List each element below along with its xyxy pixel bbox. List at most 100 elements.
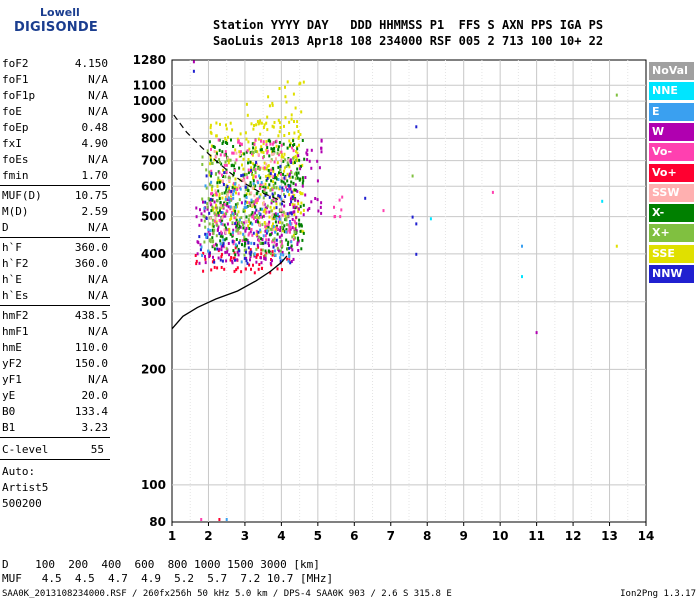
echo-pixel bbox=[289, 187, 292, 191]
echo-pixel bbox=[283, 224, 286, 228]
echo-pixel bbox=[225, 139, 228, 143]
echo-pixel bbox=[292, 181, 295, 185]
echo-pixel bbox=[266, 128, 269, 132]
echo-pixel bbox=[279, 259, 282, 263]
echo-pixel bbox=[210, 171, 213, 175]
echo-pixel bbox=[206, 205, 209, 209]
echo-pixel bbox=[261, 182, 264, 186]
echo-pixel bbox=[260, 150, 263, 154]
echo-pixel bbox=[292, 161, 295, 165]
echo-pixel bbox=[287, 214, 290, 218]
echo-pixel bbox=[264, 234, 267, 238]
echo-pixel bbox=[286, 257, 289, 261]
param-name: fxI bbox=[2, 137, 22, 150]
muf-curve bbox=[173, 114, 286, 203]
echo-pixel bbox=[253, 254, 256, 258]
muf-row: MUF 4.5 4.5 4.7 4.9 5.2 5.7 7.2 10.7 [MH… bbox=[2, 572, 334, 585]
echo-pixel bbox=[230, 214, 233, 217]
echo-pixel bbox=[239, 153, 242, 156]
echo-pixel bbox=[264, 225, 267, 229]
echo-pixel bbox=[277, 194, 280, 198]
echo-pixel bbox=[242, 226, 245, 230]
echo-pixel bbox=[248, 147, 251, 151]
echo-pixel bbox=[268, 220, 271, 224]
echo-pixel bbox=[267, 164, 270, 168]
y-tick-label: 700 bbox=[141, 154, 166, 168]
echo-pixel bbox=[287, 223, 290, 227]
echo-pixel bbox=[302, 203, 305, 207]
echo-pixel bbox=[196, 252, 199, 256]
echo-pixel bbox=[234, 258, 236, 262]
echo-pixel bbox=[271, 217, 274, 221]
echo-pixel bbox=[280, 152, 283, 156]
param-row: foF1 N/A bbox=[2, 72, 108, 87]
echo-point bbox=[415, 222, 418, 226]
echo-pixel bbox=[205, 217, 208, 220]
echo-pixel bbox=[261, 266, 263, 270]
echo-pixel bbox=[333, 215, 336, 219]
echo-pixel bbox=[211, 188, 213, 192]
param-name: foE bbox=[2, 105, 22, 118]
echo-pixel bbox=[214, 217, 217, 220]
echo-pixel bbox=[271, 142, 274, 146]
echo-pixel bbox=[267, 241, 270, 245]
echo-pixel bbox=[236, 250, 239, 254]
echo-pixel bbox=[236, 137, 239, 141]
echo-pixel bbox=[267, 186, 270, 190]
echo-point bbox=[601, 199, 604, 203]
echo-pixel bbox=[286, 230, 289, 234]
echo-pixel bbox=[200, 245, 203, 249]
echo-point bbox=[415, 252, 418, 256]
echo-pixel bbox=[227, 242, 230, 245]
echo-pixel bbox=[262, 196, 265, 200]
echo-pixel bbox=[232, 174, 235, 178]
echo-pixel bbox=[278, 217, 281, 221]
echo-pixel bbox=[218, 195, 221, 199]
x-tick-label: 3 bbox=[241, 529, 249, 543]
echo-pixel bbox=[224, 230, 227, 234]
echo-pixel bbox=[219, 122, 221, 126]
echo-pixel bbox=[283, 152, 286, 156]
echo-pixel bbox=[260, 215, 263, 219]
param-name: hmF2 bbox=[2, 309, 29, 322]
echo-pixel bbox=[275, 199, 278, 203]
echo-pixel bbox=[249, 181, 252, 185]
echo-pixel bbox=[284, 212, 287, 215]
echo-pixel bbox=[252, 127, 255, 131]
echo-pixel bbox=[220, 245, 223, 249]
param-name: hmE bbox=[2, 341, 22, 354]
echo-pixel bbox=[250, 250, 253, 254]
separator-line bbox=[0, 305, 110, 306]
echo-pixel bbox=[224, 141, 227, 144]
echo-pixel bbox=[320, 139, 323, 143]
echo-pixel bbox=[218, 171, 221, 175]
echo-pixel bbox=[271, 147, 274, 151]
echo-pixel bbox=[224, 150, 227, 154]
echo-pixel bbox=[277, 212, 279, 216]
echo-pixel bbox=[256, 191, 259, 195]
echo-pixel bbox=[288, 184, 291, 188]
echo-pixel bbox=[266, 204, 269, 208]
echo-pixel bbox=[259, 207, 262, 211]
echo-pixel bbox=[210, 174, 212, 178]
echo-traces bbox=[194, 80, 344, 275]
echo-pixel bbox=[221, 218, 224, 222]
echo-pixel bbox=[218, 158, 221, 162]
echo-pixel bbox=[227, 193, 229, 197]
echo-pixel bbox=[226, 250, 229, 254]
echo-pixel bbox=[298, 164, 301, 168]
echo-pixel bbox=[257, 216, 260, 220]
echo-pixel bbox=[255, 208, 258, 212]
echo-pixel bbox=[202, 269, 205, 273]
echo-pixel bbox=[223, 228, 226, 232]
echo-pixel bbox=[230, 256, 233, 259]
echo-pixel bbox=[281, 186, 284, 190]
echo-pixel bbox=[227, 135, 229, 139]
echo-pixel bbox=[269, 233, 272, 237]
echo-pixel bbox=[229, 258, 232, 262]
echo-pixel bbox=[211, 222, 214, 226]
echo-pixel bbox=[236, 221, 239, 225]
echo-pixel bbox=[249, 151, 252, 155]
echo-pixel bbox=[296, 147, 299, 151]
echo-band-9 bbox=[245, 80, 305, 129]
